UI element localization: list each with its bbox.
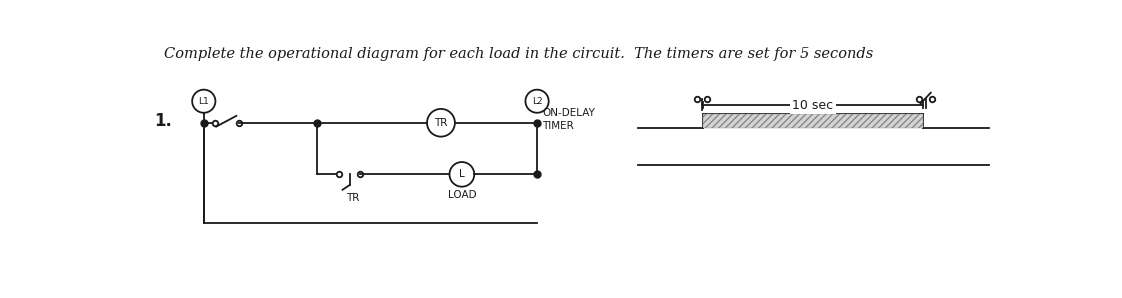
Text: L: L bbox=[459, 169, 465, 179]
Text: TR: TR bbox=[434, 118, 448, 128]
Text: LOAD: LOAD bbox=[448, 190, 476, 200]
Text: L2: L2 bbox=[532, 97, 542, 106]
Text: TR: TR bbox=[347, 193, 360, 203]
Text: 10 sec: 10 sec bbox=[792, 99, 834, 111]
Text: 1.: 1. bbox=[154, 112, 172, 130]
Text: ON-DELAY
TIMER: ON-DELAY TIMER bbox=[542, 108, 596, 131]
Bar bbox=[702, 114, 923, 128]
Text: Complete the operational diagram for each load in the circuit.  The timers are s: Complete the operational diagram for eac… bbox=[164, 47, 873, 61]
Text: L1: L1 bbox=[199, 97, 209, 106]
